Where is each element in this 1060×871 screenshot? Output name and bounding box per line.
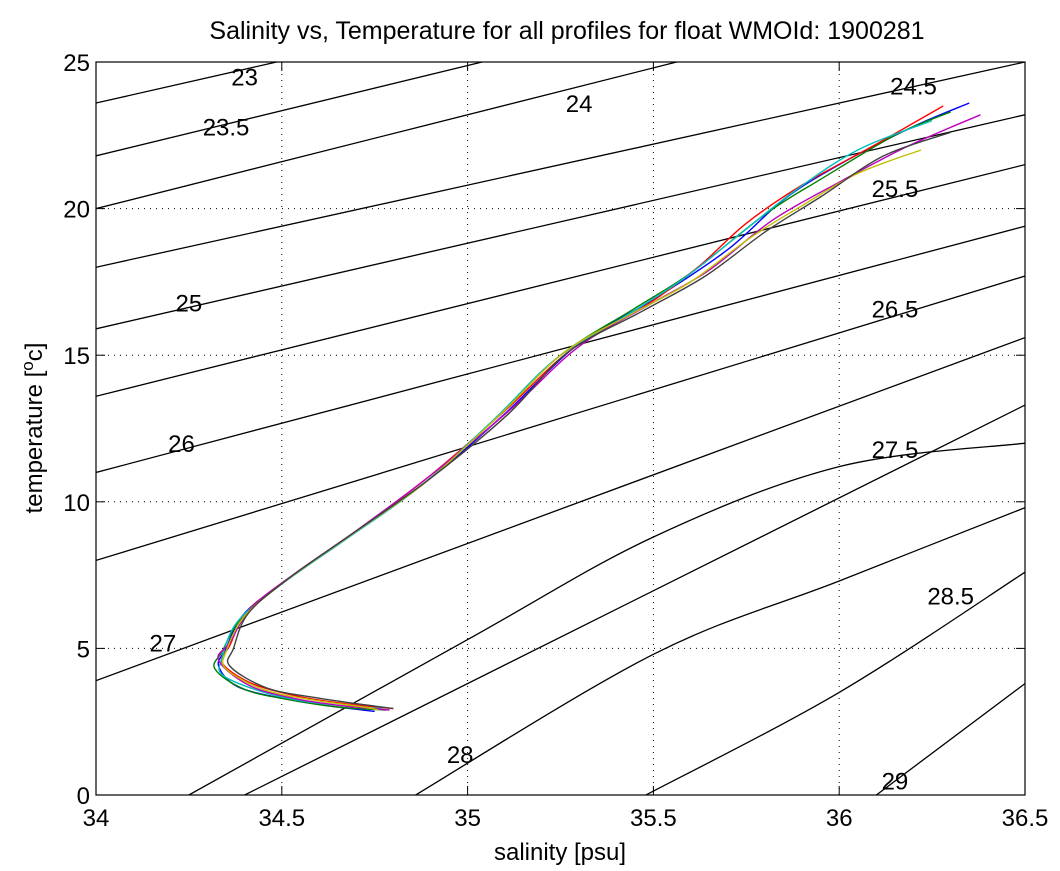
density-contour-label: 27.5 [872, 437, 919, 464]
density-contour-label: 29 [882, 768, 909, 795]
density-contour-label: 28 [447, 742, 474, 769]
y-tick-label: 10 [63, 490, 90, 517]
profile-line [221, 149, 922, 711]
density-contour-label: 28.5 [927, 584, 974, 611]
density-contour-line [96, 336, 1025, 682]
y-axis-label-tail: c] [21, 343, 48, 362]
y-axis-label: temperature [oc] [18, 343, 48, 514]
y-tick-label: 20 [63, 197, 90, 224]
profile-series [213, 102, 981, 713]
density-contour-line [96, 62, 1025, 268]
density-contour-label: 26.5 [872, 296, 919, 323]
y-axis-label-sup: o [18, 361, 37, 370]
contour-labels: 23 23.5 24 24.5 25 25.5 26 26.5 27 27.5 28 28.5 29 [150, 65, 975, 796]
density-contour-label: 26 [168, 431, 195, 458]
profile-line [217, 114, 981, 711]
profile-line [218, 119, 933, 710]
y-tick-label: 5 [77, 636, 90, 663]
y-axis-label-main: temperature [ [21, 370, 48, 513]
density-contour-line [96, 62, 680, 210]
y-tick-label: 15 [63, 343, 90, 370]
x-axis-label: salinity [psu] [494, 839, 626, 866]
density-contour-label: 23.5 [203, 115, 250, 142]
x-tick-label: 36.5 [1002, 805, 1049, 832]
x-tick-label: 35 [454, 805, 481, 832]
density-contour-line [244, 404, 1025, 795]
plot-frame [95, 61, 1026, 796]
density-contour-line [96, 275, 1025, 562]
y-tick-label: 0 [77, 783, 90, 810]
density-contour-label: 25.5 [872, 176, 919, 203]
x-tick-labels: 34 34.5 35 35.5 36 36.5 [83, 62, 1049, 832]
density-contour-line [96, 225, 1025, 474]
density-contour-label: 24 [566, 91, 593, 118]
density-contour-label: 25 [176, 290, 203, 317]
profile-line [226, 131, 951, 710]
chart-title: Salinity vs, Temperature for all profile… [209, 17, 924, 45]
density-contour-line [875, 683, 1025, 795]
density-contour-label: 23 [231, 65, 258, 92]
density-contour-label: 27 [150, 631, 177, 658]
x-tick-label: 35.5 [630, 805, 677, 832]
density-contour-line [96, 114, 1025, 330]
density-contour-label: 24.5 [890, 73, 937, 100]
y-tick-label: 25 [63, 50, 90, 77]
x-tick-label: 34.5 [258, 805, 305, 832]
grid [96, 62, 1025, 795]
density-contour-line [188, 442, 1025, 795]
density-contour-line [96, 163, 1025, 397]
y-tick-labels: 0 5 10 15 20 25 [63, 50, 1025, 810]
density-contour-line [645, 571, 1025, 795]
density-contour-line [415, 507, 1025, 795]
density-contour-line [96, 62, 485, 157]
x-tick-label: 36 [826, 805, 853, 832]
density-contour-line [96, 62, 280, 104]
x-tick-label: 34 [83, 805, 110, 832]
